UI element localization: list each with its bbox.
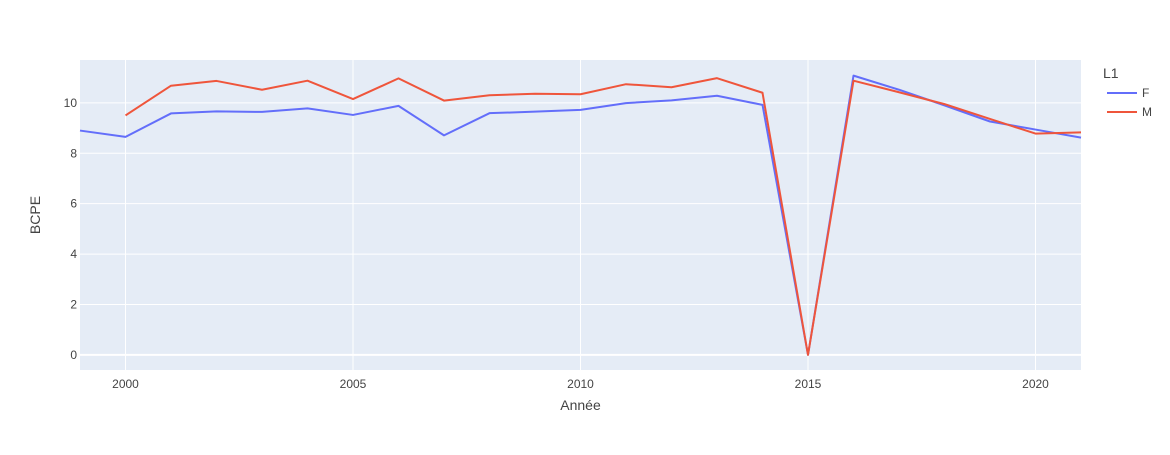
y-tick-label: 8 bbox=[70, 146, 77, 160]
y-tick-label: 6 bbox=[70, 197, 77, 211]
x-tick-label: 2000 bbox=[112, 377, 139, 391]
series-line-f[interactable] bbox=[79, 74, 1082, 356]
series-line-m[interactable] bbox=[124, 77, 1082, 356]
x-axis-ticks: 2000 2005 2010 2015 2020 bbox=[112, 377, 1049, 391]
series-lines bbox=[79, 74, 1082, 356]
x-tick-label: 2005 bbox=[340, 377, 367, 391]
y-tick-label: 4 bbox=[70, 247, 77, 261]
x-tick-label: 2015 bbox=[795, 377, 822, 391]
legend-label: M bbox=[1142, 105, 1152, 119]
grid-lines bbox=[80, 60, 1081, 370]
y-tick-label: 2 bbox=[70, 297, 77, 311]
y-axis-title: BCPE bbox=[27, 196, 43, 234]
legend[interactable]: FM bbox=[1107, 86, 1152, 119]
legend-label: F bbox=[1142, 86, 1149, 100]
y-tick-label: 0 bbox=[70, 348, 77, 362]
legend-item-m[interactable]: M bbox=[1107, 105, 1152, 119]
x-tick-label: 2020 bbox=[1022, 377, 1049, 391]
y-axis-ticks: 0 2 4 6 8 10 bbox=[64, 96, 78, 362]
legend-title: L1 bbox=[1103, 65, 1119, 81]
x-tick-label: 2010 bbox=[567, 377, 594, 391]
y-tick-label: 10 bbox=[64, 96, 78, 110]
x-axis-title: Année bbox=[560, 397, 601, 413]
legend-item-f[interactable]: F bbox=[1107, 86, 1149, 100]
